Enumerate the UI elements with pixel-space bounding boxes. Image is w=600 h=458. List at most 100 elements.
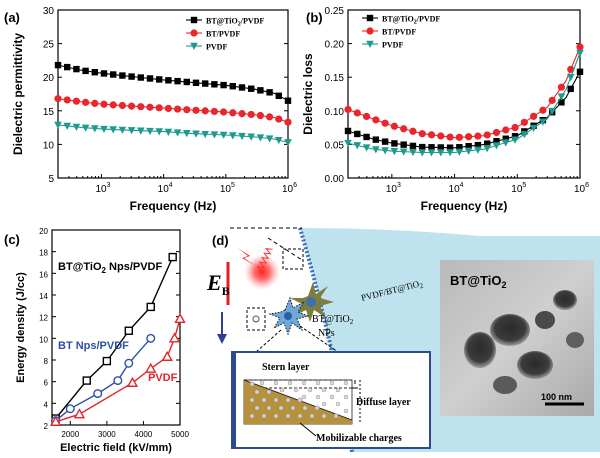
- data-point-b-1: [557, 83, 566, 91]
- data-point-a-0: [238, 84, 246, 91]
- data-point-a-2: [127, 127, 136, 135]
- data-point-b-1: [437, 132, 445, 140]
- data-point-c-0: [168, 252, 177, 262]
- small-particle: [252, 315, 260, 323]
- data-point-b-0: [428, 144, 435, 151]
- data-point-b-0: [446, 144, 454, 151]
- red-star-spikes: [256, 247, 273, 273]
- x-tick-label-a: 106: [282, 182, 297, 195]
- charge-dot: [314, 405, 320, 411]
- connector-right: [299, 325, 339, 353]
- data-point-b-2: [483, 145, 491, 153]
- charge-dot: [287, 380, 293, 386]
- plot-frame-a: [57, 9, 289, 179]
- legend-label-a: PVDF: [206, 43, 227, 52]
- data-point-a-1: [266, 113, 274, 121]
- data-point-b-0: [372, 136, 380, 143]
- data-point-b-1: [362, 112, 371, 121]
- charge-dot: [321, 387, 327, 393]
- data-point-a-0: [146, 75, 154, 82]
- data-point-a-0: [202, 80, 209, 87]
- data-point-a-0: [110, 71, 117, 78]
- y-tick-label-b: 0.05: [325, 140, 345, 151]
- panel-label-c: (c): [4, 232, 20, 247]
- data-point-b-2: [539, 118, 547, 126]
- small-zoom-box: [246, 307, 266, 331]
- data-point-b-1: [474, 132, 482, 140]
- data-point-a-1: [146, 103, 154, 111]
- data-point-b-2: [418, 149, 427, 157]
- data-point-b-2: [437, 149, 445, 157]
- data-point-a-1: [275, 115, 283, 123]
- data-point-a-0: [229, 83, 236, 90]
- data-point-b-2: [362, 144, 371, 152]
- charge-dot: [249, 397, 255, 403]
- x-axis-title-a: Frequency (Hz): [130, 199, 217, 213]
- data-point-b-2: [548, 107, 556, 116]
- data-point-b-2: [501, 139, 510, 147]
- double-layer-inset: Stern layer Diffuse layer Mobilizable ch…: [231, 351, 431, 449]
- legend-marker-b: [366, 14, 374, 22]
- data-point-b-2: [390, 148, 399, 156]
- charge-dot: [261, 413, 267, 419]
- y-tick-label-c: 2: [44, 422, 49, 431]
- data-point-b-0: [391, 140, 398, 147]
- data-point-a-1: [247, 110, 255, 119]
- legend-marker-b: [366, 40, 374, 48]
- data-point-c-1: [113, 376, 123, 386]
- charge-dot: [343, 380, 349, 386]
- y-tick-label-a: 25: [43, 40, 55, 51]
- charge-dot: [329, 394, 335, 400]
- data-point-a-1: [155, 104, 163, 112]
- charges-pointer: [299, 422, 317, 437]
- data-point-c-0: [124, 326, 134, 335]
- series-line-c-0: [55, 256, 174, 419]
- charge-dot: [309, 413, 315, 419]
- data-point-c-1: [146, 333, 156, 343]
- y-tick-label-c: 20: [39, 227, 48, 236]
- y-tick-label-b: 0.00: [325, 174, 345, 185]
- data-point-a-0: [183, 78, 190, 86]
- data-point-b-2: [372, 146, 380, 154]
- charge-dots: [249, 380, 349, 419]
- data-point-a-1: [238, 110, 246, 118]
- data-point-b-1: [502, 126, 510, 134]
- data-point-a-1: [220, 108, 228, 116]
- x-tick-label-a: 104: [158, 182, 173, 195]
- charge-dot: [302, 405, 308, 411]
- data-point-c-2: [126, 376, 139, 387]
- y-tick-label-b: 0.10: [325, 107, 345, 118]
- data-point-b-2: [474, 146, 482, 154]
- legend-label-a: BT/PVDF: [206, 30, 240, 39]
- charge-dot: [343, 408, 349, 414]
- charge-dot: [297, 397, 303, 403]
- charge-dot: [297, 413, 303, 419]
- data-point-a-1: [118, 101, 126, 110]
- x-tick-label-a: 103: [95, 182, 110, 195]
- connector-left: [255, 329, 282, 353]
- data-point-a-2: [275, 136, 283, 145]
- data-point-a-0: [248, 85, 255, 92]
- data-point-a-1: [192, 106, 200, 114]
- data-point-b-1: [418, 130, 426, 138]
- data-point-a-0: [73, 65, 80, 73]
- data-point-b-1: [344, 105, 352, 114]
- data-point-a-2: [210, 131, 219, 139]
- data-point-a-1: [229, 109, 237, 117]
- data-point-a-0: [100, 70, 108, 77]
- legend-marker-a: [190, 29, 198, 37]
- data-point-b-0: [502, 135, 509, 142]
- data-point-a-1: [82, 98, 90, 106]
- data-point-a-0: [165, 77, 172, 84]
- data-point-b-0: [419, 143, 426, 151]
- data-point-a-2: [173, 129, 182, 137]
- x-tick-label-b: 106: [574, 182, 589, 195]
- panel-d-schematic: (d) PVDF/BT@TiO2 EB BT@Ti: [206, 227, 600, 453]
- tem-title: BT@TiO2: [450, 273, 506, 290]
- legend-marker-a: [190, 42, 198, 50]
- data-point-c-2: [174, 312, 186, 324]
- data-point-a-2: [137, 127, 145, 135]
- data-point-a-2: [201, 130, 209, 139]
- data-point-b-1: [548, 96, 556, 104]
- data-point-a-0: [220, 81, 227, 89]
